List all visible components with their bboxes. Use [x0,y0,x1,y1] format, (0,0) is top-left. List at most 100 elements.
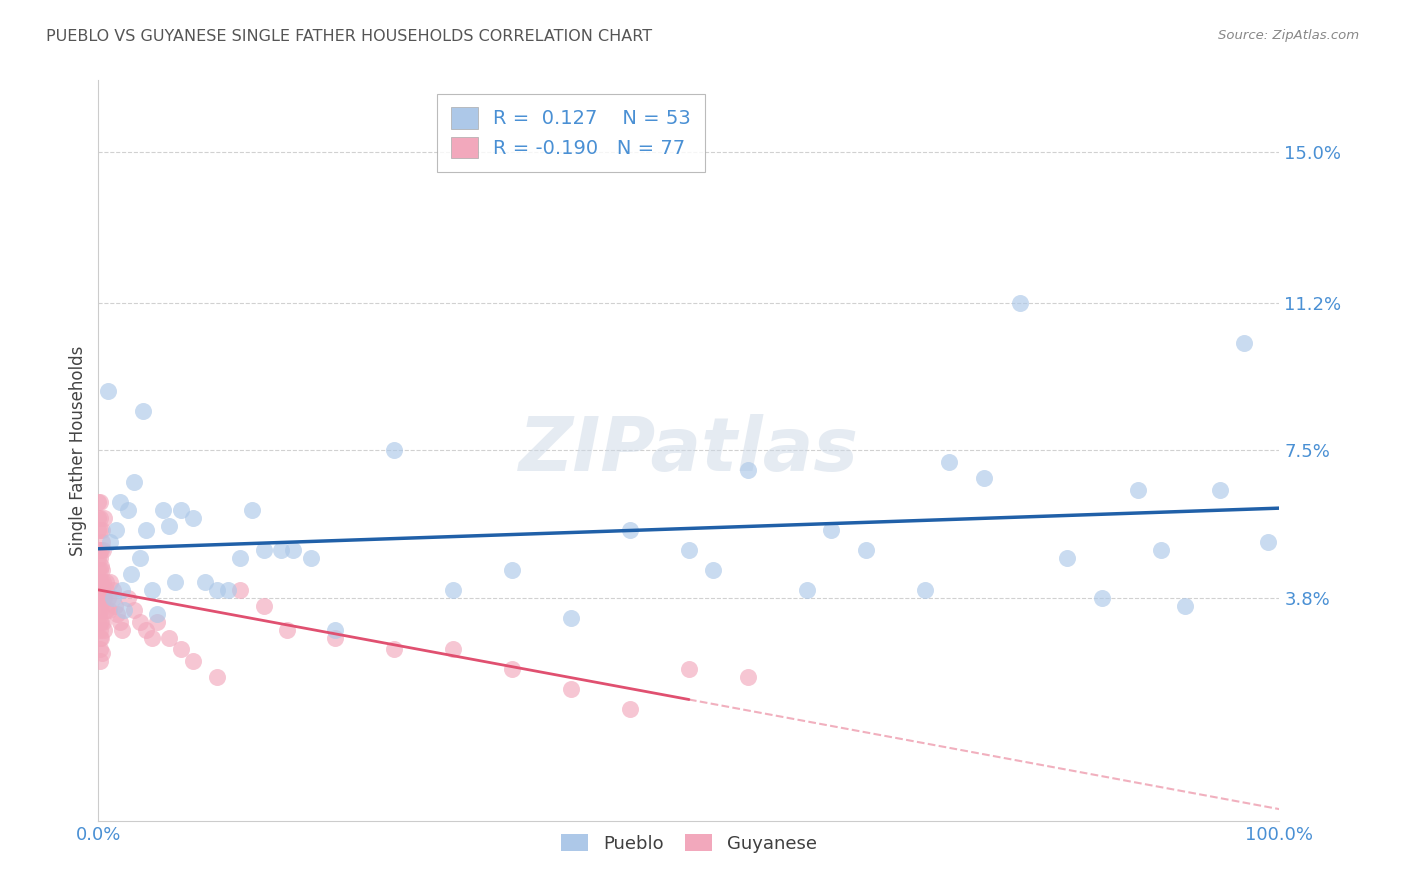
Point [194,574,217,589]
Y-axis label: Single Father Households: Single Father Households [69,345,87,556]
Point [1126,483,1149,498]
Point [181,655,204,669]
Point [1008,296,1031,310]
Point [98,574,121,589]
Point [111,623,134,637]
Point [105,523,128,537]
Point [89,591,111,605]
Point [87,543,110,558]
Point [87,602,110,616]
Point [157,631,180,645]
Point [217,582,239,597]
Point [678,543,700,558]
Point [89,574,111,589]
Point [181,511,204,525]
Point [87,523,110,537]
Point [87,615,110,629]
Point [240,503,263,517]
Point [89,631,111,645]
Point [91,582,114,597]
Point [122,602,145,616]
Point [382,642,405,657]
Point [146,607,169,621]
Point [87,582,110,597]
Point [94,582,117,597]
Point [108,495,131,509]
Point [89,550,111,565]
Point [820,523,842,537]
Point [560,682,582,697]
Point [98,535,121,549]
Point [1233,336,1256,351]
Point [121,566,143,581]
Point [105,607,128,621]
Point [90,543,112,558]
Point [737,463,759,477]
Point [90,631,112,645]
Point [276,623,298,637]
Point [89,495,111,509]
Point [91,563,114,577]
Point [87,563,110,577]
Text: ZIPatlas: ZIPatlas [519,414,859,487]
Point [98,602,121,616]
Point [128,615,150,629]
Point [91,615,114,629]
Point [382,443,405,458]
Point [938,455,960,469]
Legend: Pueblo, Guyanese: Pueblo, Guyanese [554,827,824,860]
Point [89,523,111,537]
Point [108,615,131,629]
Point [205,670,228,684]
Point [87,591,110,605]
Point [323,631,346,645]
Point [101,591,124,605]
Point [93,591,115,605]
Point [90,574,112,589]
Point [141,582,163,597]
Point [89,642,111,657]
Point [132,403,155,417]
Point [122,475,145,490]
Point [1209,483,1232,498]
Point [973,471,995,485]
Point [89,623,111,637]
Point [135,523,157,537]
Point [170,503,193,517]
Point [170,642,193,657]
Point [91,591,114,605]
Point [253,543,276,558]
Point [157,519,180,533]
Point [101,582,124,597]
Point [89,582,111,597]
Point [112,602,135,616]
Text: Source: ZipAtlas.com: Source: ZipAtlas.com [1219,29,1360,43]
Point [135,623,157,637]
Point [89,615,111,629]
Point [560,610,582,624]
Point [89,511,111,525]
Point [91,647,114,661]
Point [97,384,120,398]
Point [914,582,936,597]
Point [91,543,114,558]
Point [89,563,111,577]
Point [91,574,114,589]
Point [270,543,292,558]
Point [205,582,228,597]
Point [111,582,134,597]
Point [702,563,724,577]
Point [117,591,139,605]
Point [89,543,111,558]
Point [229,582,252,597]
Point [90,615,112,629]
Point [441,642,464,657]
Point [1056,550,1078,565]
Point [87,550,110,565]
Point [89,655,111,669]
Point [441,582,464,597]
Point [796,582,818,597]
Point [253,599,276,613]
Point [1257,535,1279,549]
Point [501,662,523,676]
